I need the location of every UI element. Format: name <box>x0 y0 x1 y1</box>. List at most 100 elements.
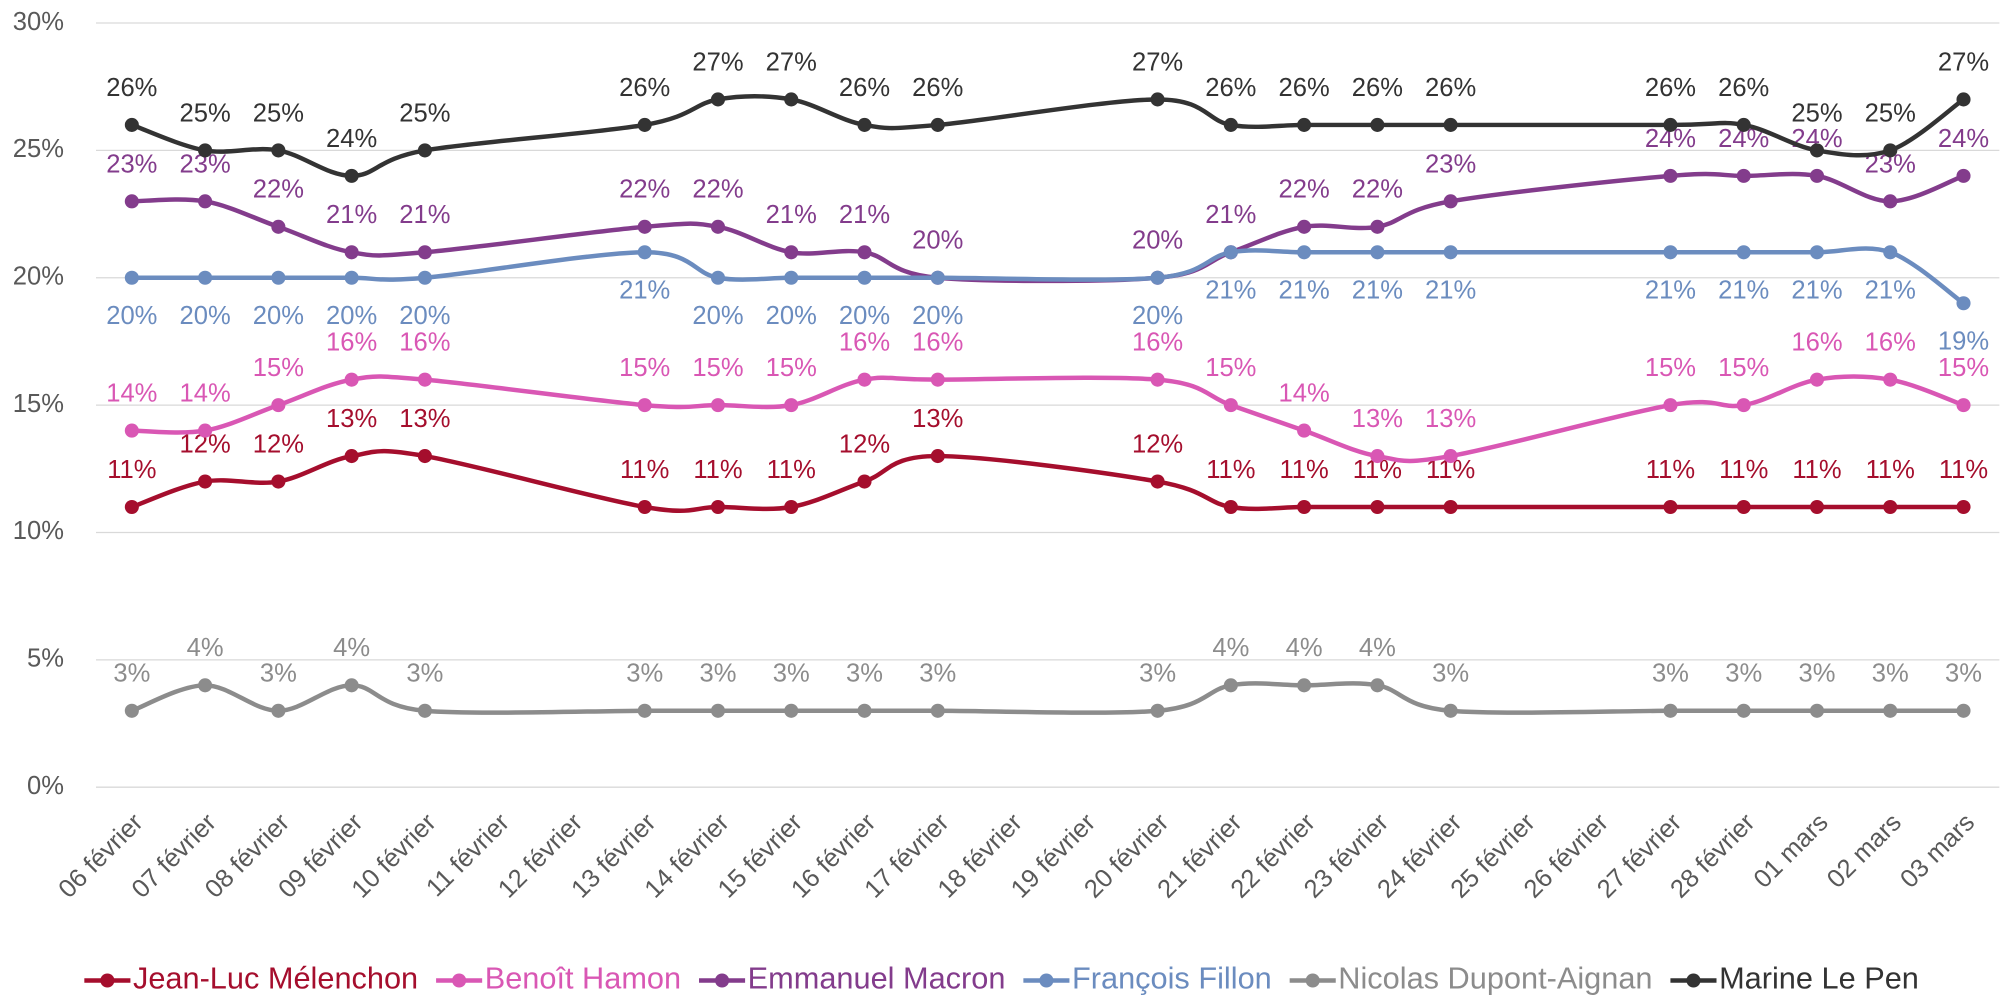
data-point <box>784 703 799 718</box>
data-point <box>1443 245 1458 260</box>
data-point <box>784 245 799 260</box>
data-point <box>1736 398 1751 413</box>
data-point <box>1150 703 1165 718</box>
data-label: 16% <box>1791 329 1842 357</box>
data-label: 25% <box>399 99 450 127</box>
data-label: 27% <box>766 48 817 76</box>
data-label: 27% <box>1938 48 1989 76</box>
data-point <box>344 168 359 183</box>
data-point <box>1809 703 1825 718</box>
data-label: 15% <box>619 354 670 382</box>
data-label: 15% <box>1718 354 1769 382</box>
series-line <box>131 448 1964 513</box>
data-label: 11% <box>620 456 669 484</box>
data-label: 20% <box>253 302 304 330</box>
data-point <box>1297 245 1312 260</box>
legend-marker <box>1039 973 1054 988</box>
data-label: 12% <box>839 430 890 458</box>
x-tick-label: 03 mars <box>1895 808 1980 893</box>
data-label: 15% <box>766 354 817 382</box>
data-point <box>637 703 652 718</box>
data-label: 23% <box>106 150 157 178</box>
data-label: 22% <box>619 176 670 204</box>
data-point <box>1736 245 1751 260</box>
legend-item: François Fillon <box>1023 961 1272 996</box>
data-label: 13% <box>1352 405 1403 433</box>
data-point <box>344 678 359 693</box>
data-label: 21% <box>1718 277 1769 305</box>
data-label: 3% <box>846 660 883 688</box>
data-point <box>1223 245 1238 260</box>
data-point <box>124 423 139 438</box>
data-point <box>784 270 799 285</box>
data-label: 4% <box>1286 634 1323 662</box>
data-label: 21% <box>839 201 890 229</box>
data-point <box>1297 117 1312 132</box>
data-point <box>1370 678 1385 693</box>
data-point <box>271 474 286 489</box>
data-point <box>417 703 432 718</box>
data-point <box>784 92 799 107</box>
data-label: 22% <box>692 176 743 204</box>
data-point <box>1370 449 1385 464</box>
data-point <box>1956 168 1971 183</box>
data-label: 19% <box>1938 328 1989 356</box>
y-tick-label: 20% <box>13 263 64 291</box>
data-label: 26% <box>912 74 963 102</box>
data-point <box>1956 703 1971 718</box>
data-label: 25% <box>253 99 304 127</box>
legend-item: Nicolas Dupont-Aignan <box>1289 961 1653 996</box>
data-point <box>1150 474 1165 489</box>
data-label: 26% <box>1718 74 1769 102</box>
data-label: 3% <box>699 660 736 688</box>
legend-label: François Fillon <box>1072 961 1272 996</box>
data-label: 15% <box>1645 354 1696 382</box>
y-tick-label: 5% <box>27 645 64 673</box>
data-point <box>344 449 359 464</box>
data-label: 3% <box>1652 660 1689 688</box>
data-point <box>1736 117 1751 132</box>
data-label: 14% <box>106 380 157 408</box>
data-point <box>710 703 726 718</box>
data-point <box>857 703 872 718</box>
data-point <box>710 398 726 413</box>
data-point <box>1443 703 1458 718</box>
data-point <box>1956 92 1971 107</box>
data-label: 3% <box>1139 660 1176 688</box>
data-point <box>710 219 726 234</box>
data-point <box>1370 219 1385 234</box>
data-point <box>1956 499 1971 515</box>
data-label: 24% <box>326 125 377 153</box>
data-label: 27% <box>692 48 743 76</box>
data-point <box>1883 194 1898 209</box>
data-point <box>710 499 726 515</box>
legend-marker <box>452 973 467 988</box>
legend-label: Emmanuel Macron <box>748 961 1006 996</box>
data-point <box>417 372 432 387</box>
data-label: 16% <box>912 329 963 357</box>
data-point <box>637 245 652 260</box>
data-label: 15% <box>253 354 304 382</box>
data-point <box>1883 499 1898 515</box>
data-label: 21% <box>1205 201 1256 229</box>
y-tick-label: 10% <box>13 517 64 545</box>
data-label: 4% <box>333 634 370 662</box>
data-label: 13% <box>912 405 963 433</box>
legend-marker <box>1305 973 1320 988</box>
data-label: 21% <box>1425 277 1476 305</box>
data-label: 26% <box>619 74 670 102</box>
data-point <box>930 270 945 285</box>
data-point <box>124 499 139 515</box>
y-tick-label: 25% <box>13 135 64 163</box>
data-point <box>1370 499 1385 515</box>
data-point <box>344 270 359 285</box>
data-label: 21% <box>1205 277 1256 305</box>
data-label: 20% <box>766 302 817 330</box>
data-point <box>198 678 213 693</box>
y-tick-label: 15% <box>13 390 64 418</box>
data-point <box>1736 499 1751 515</box>
data-label: 11% <box>1279 456 1328 484</box>
data-point <box>930 372 945 387</box>
data-point <box>1223 117 1238 132</box>
data-point <box>417 449 432 464</box>
